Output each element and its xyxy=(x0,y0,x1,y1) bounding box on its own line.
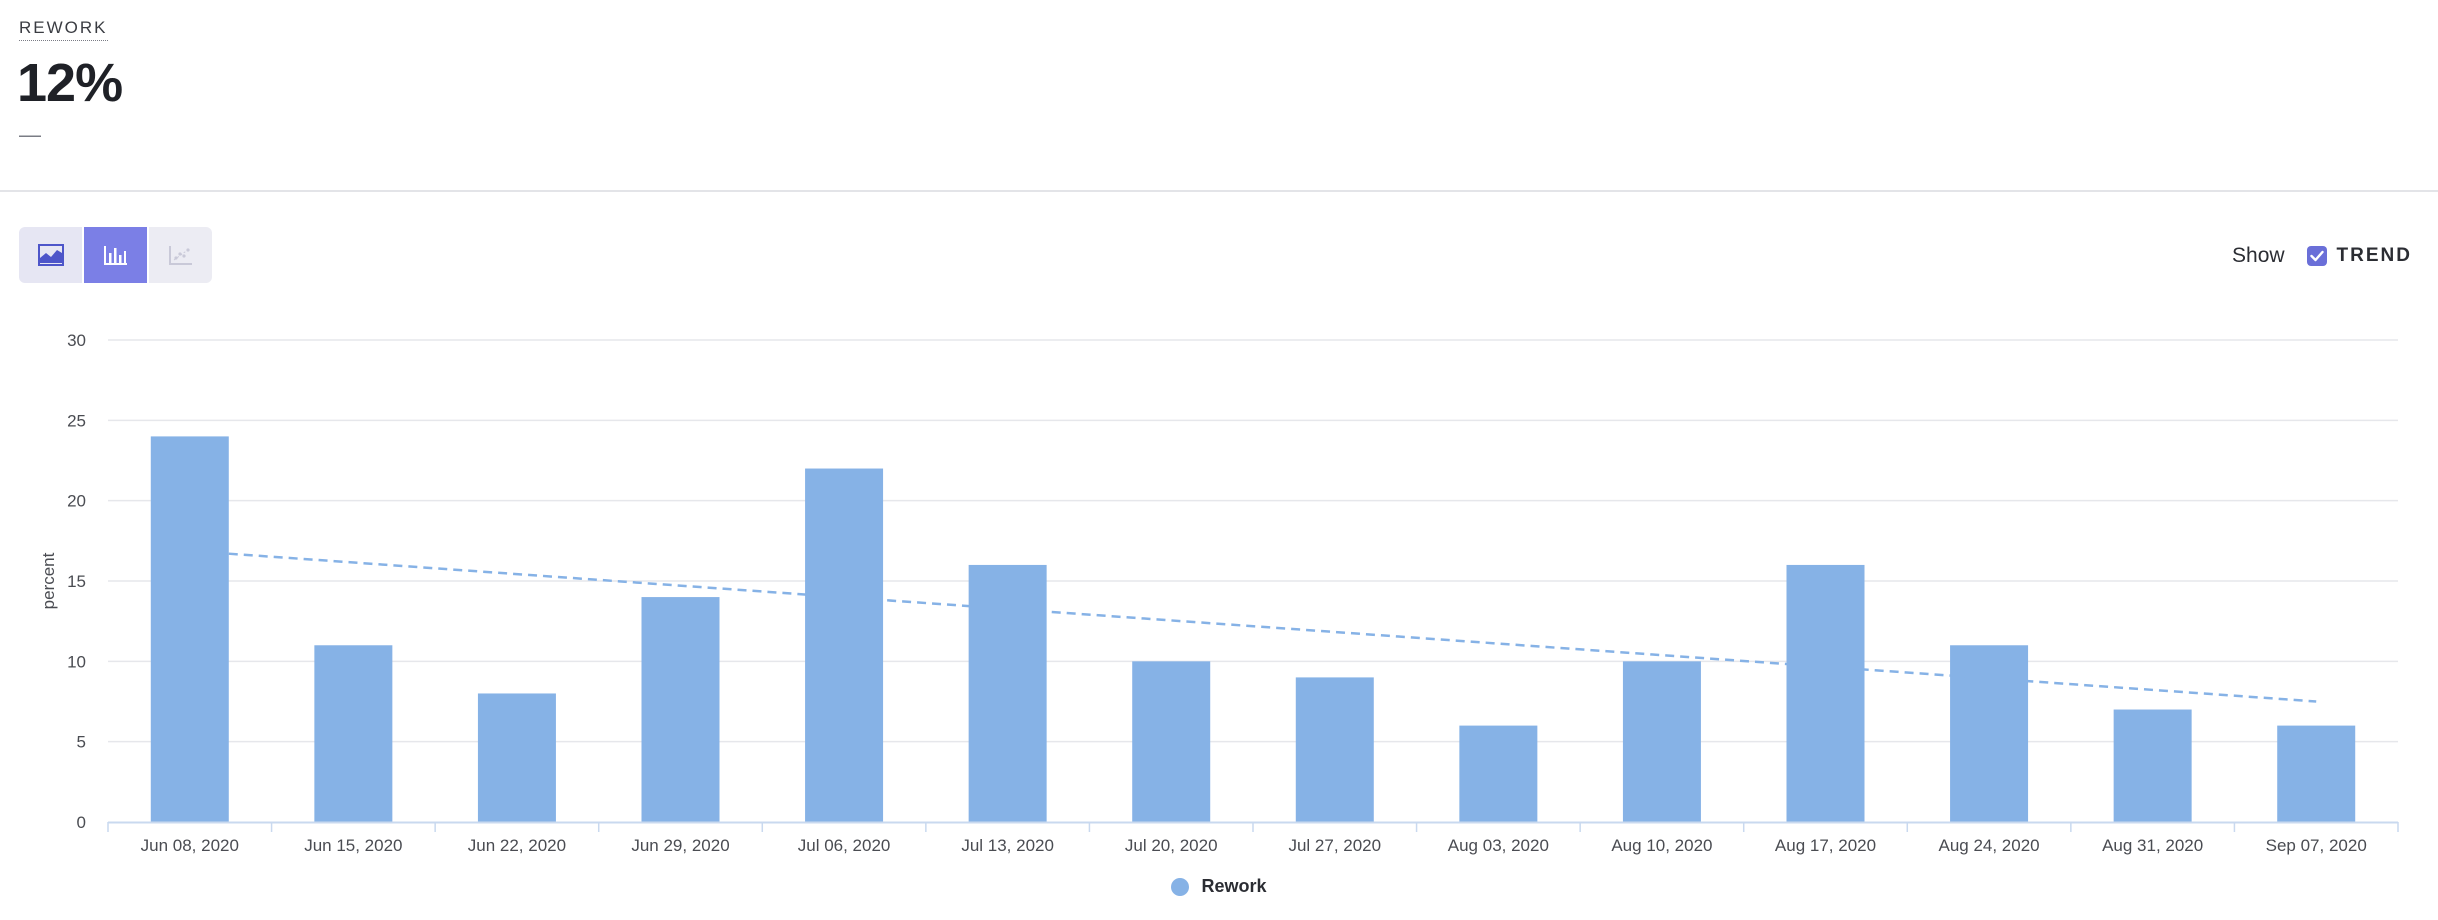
scatter-chart-icon xyxy=(168,246,192,265)
bar[interactable] xyxy=(477,693,556,822)
show-label: Show xyxy=(2232,244,2285,267)
trend-checkbox[interactable] xyxy=(2306,246,2327,266)
y-tick-label: 10 xyxy=(67,652,86,671)
y-tick-label: 5 xyxy=(77,733,86,752)
bar[interactable] xyxy=(314,645,393,822)
y-tick-label: 15 xyxy=(67,572,86,591)
metric-value: 12% xyxy=(17,53,123,113)
x-tick-label: Jun 15, 2020 xyxy=(304,836,402,855)
bar[interactable] xyxy=(2113,709,2192,822)
x-tick-label: Sep 07, 2020 xyxy=(2266,836,2367,855)
legend-marker[interactable] xyxy=(1171,877,1190,896)
metric-label[interactable]: REWORK xyxy=(19,18,108,41)
x-tick-label: Jul 13, 2020 xyxy=(961,836,1054,855)
x-tick-label: Jun 22, 2020 xyxy=(468,836,566,855)
check-icon xyxy=(2309,250,2324,262)
y-tick-label: 20 xyxy=(67,492,86,511)
y-tick-label: 0 xyxy=(77,813,86,832)
x-tick-label: Jul 27, 2020 xyxy=(1288,836,1381,855)
bar[interactable] xyxy=(641,597,720,822)
chart-legend: Rework xyxy=(0,876,2438,897)
x-tick-label: Jul 20, 2020 xyxy=(1125,836,1218,855)
bar-chart-icon xyxy=(103,246,127,265)
y-tick-label: 25 xyxy=(67,411,86,430)
x-tick-label: Aug 17, 2020 xyxy=(1775,836,1876,855)
bar[interactable] xyxy=(150,436,229,822)
y-tick-label: 30 xyxy=(67,331,86,350)
bar[interactable] xyxy=(2277,725,2356,822)
chart-type-toggle xyxy=(19,227,212,283)
x-tick-label: Aug 31, 2020 xyxy=(2102,836,2203,855)
metric-change: — xyxy=(19,122,41,147)
trend-label[interactable]: TREND xyxy=(2336,245,2412,266)
x-tick-label: Aug 03, 2020 xyxy=(1448,836,1549,855)
rework-bar-chart: 0 5 10 15 20 25 30 percent Jun 08, 2020 Jun 15, 2… xyxy=(39,331,2399,855)
x-tick-label: Jun 29, 2020 xyxy=(631,836,729,855)
bar[interactable] xyxy=(1459,725,1538,822)
bar-chart-button[interactable] xyxy=(84,227,147,283)
x-tick-label: Aug 10, 2020 xyxy=(1611,836,1712,855)
legend-label[interactable]: Rework xyxy=(1201,876,1267,896)
bar[interactable] xyxy=(968,564,1047,822)
bar[interactable] xyxy=(1950,645,2029,822)
bar[interactable] xyxy=(1295,677,1374,822)
x-tick-label: Jul 06, 2020 xyxy=(798,836,891,855)
bar[interactable] xyxy=(1622,661,1701,822)
x-tick-label: Jun 08, 2020 xyxy=(141,836,239,855)
area-chart-button[interactable] xyxy=(19,227,82,283)
trend-line xyxy=(228,552,2317,703)
metric-header: REWORK 12% — xyxy=(17,0,2419,190)
show-options: Show TREND xyxy=(2232,244,2412,268)
area-chart-icon xyxy=(37,244,64,266)
scatter-chart-button[interactable] xyxy=(149,227,212,283)
bar[interactable] xyxy=(1786,564,1865,822)
x-tick-label: Aug 24, 2020 xyxy=(1938,836,2039,855)
bar[interactable] xyxy=(1132,661,1211,822)
header-divider xyxy=(0,190,2438,192)
y-axis-title: percent xyxy=(39,552,58,609)
bar[interactable] xyxy=(805,468,884,822)
